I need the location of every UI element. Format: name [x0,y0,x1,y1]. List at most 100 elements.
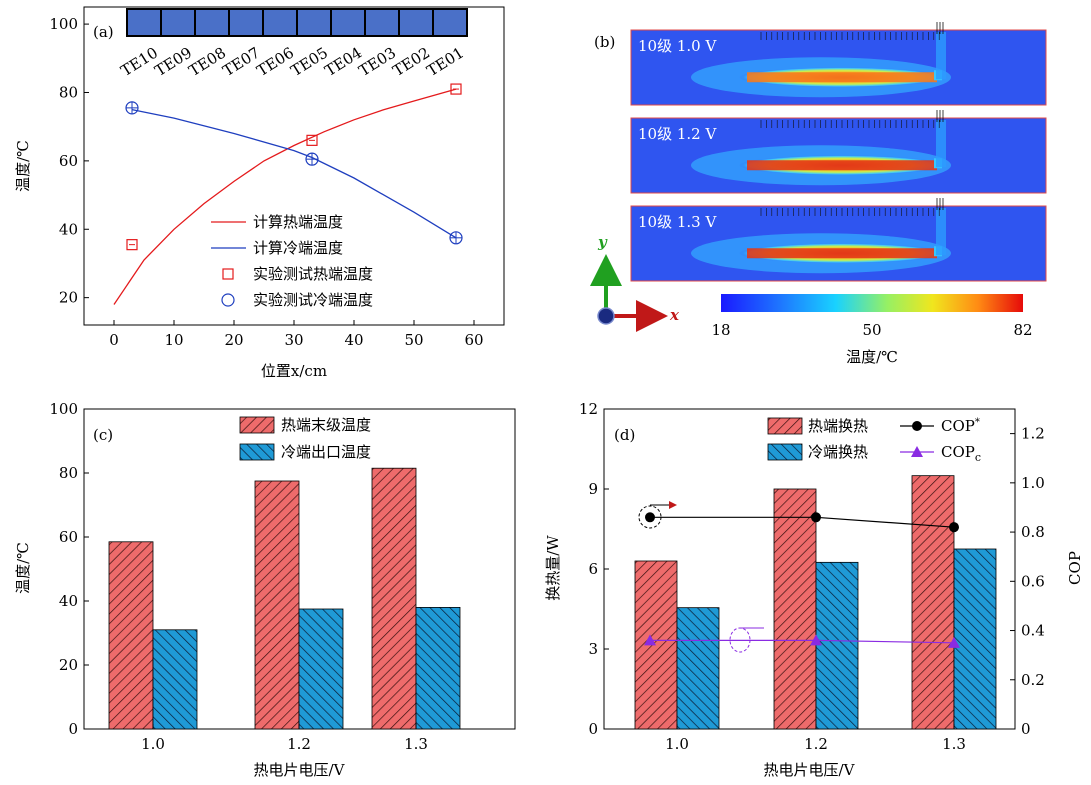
y-axis-letter: y [597,233,608,251]
legend-label: 计算热端温度 [253,213,343,231]
heatmap-row-label: 10级 1.2 V [638,125,717,143]
legend-swatch [239,443,275,461]
panel-b-tag: (b) [594,33,615,51]
panel-d-ylabel-left: 换热量/W [544,535,562,601]
cop-point [811,512,821,523]
legend-label: 计算冷端温度 [253,239,343,257]
heat-core [747,248,937,259]
legend-label: 热端末级温度 [281,416,371,434]
y-right-tick-label: 0.6 [1021,572,1045,590]
legend-swatch [239,416,275,434]
x-tick-label: 1.0 [665,735,689,753]
panel-b-heatmap: (b) 10级 1.0 V 10级 1.2 V 10级 1.3 V y x 18 5… [590,22,1047,366]
data-point-square [450,83,462,95]
sensor-cell [330,8,366,37]
bar [676,607,720,730]
panel-d-xlabel: 热电片电压/V [764,761,856,779]
cop-point [645,512,655,523]
bar [415,607,461,730]
sensor-cell [398,8,434,37]
heatmap-row: 10级 1.3 V [630,198,1047,282]
x-tick-label: 0 [109,331,119,349]
heatmap-row: 10级 1.0 V [630,22,1047,106]
sensor-cell [432,8,468,37]
y-tick-label: 100 [49,15,78,33]
x-tick-label: 1.2 [804,735,828,753]
panel-a-ylabel: 温度/℃ [14,140,32,192]
bar [634,560,678,730]
cop-point [644,634,656,646]
x-tick-label: 1.3 [404,735,428,753]
panel-a-line-chart: (a) TE10TE09TE08TE07TE06TE05TE04TE03TE02… [14,6,505,380]
y-tick-label: 40 [59,592,78,610]
y-tick-label: 20 [59,289,78,307]
legend-label: 实验测试冷端温度 [253,291,373,309]
cop-point [949,522,959,533]
panel-a-tag: (a) [93,23,114,41]
y-tick-label: 80 [59,83,78,101]
y-tick-label: 9 [588,480,598,498]
heatmap-row: 10级 1.2 V [630,110,1047,194]
legend-label: 冷端出口温度 [281,443,371,461]
y-right-tick-label: 0.8 [1021,523,1045,541]
sensor-cell [160,8,196,37]
bar [108,541,154,730]
colorbar-max-label: 82 [1013,321,1032,339]
legend-label: 热端换热 [808,417,868,435]
panel-d-bar-line-chart: (d) 0 3 6 9 12 0 0.2 0.4 0.6 0.8 1.0 1.2 1.0 1.2 1.3 换… [544,400,1084,779]
colorbar-min-label: 18 [711,321,730,339]
legend-label: COPc [941,443,981,464]
y-tick-label: 12 [579,400,598,418]
y-right-tick-label: 1.0 [1021,474,1045,492]
y-tick-label: 0 [68,720,78,738]
x-tick-label: 1.2 [287,735,311,753]
panel-c-bar-chart: (c) 0 20 40 60 80 100 1.0 1.2 1.3 温度/℃ 热电片电压/V 热… [14,400,516,779]
sensor-cell [228,8,264,37]
bar [298,608,344,730]
heat-core [747,160,937,171]
colorbar-title: 温度/℃ [846,348,898,366]
legend-swatch [767,443,803,461]
colorbar-mid-label: 50 [862,321,881,339]
heat-riser [936,208,946,256]
legend-square [222,268,234,280]
bar [371,467,417,730]
panel-c-ylabel: 温度/℃ [14,542,32,594]
y-tick-label: 80 [59,464,78,482]
legend-label: 冷端换热 [808,443,868,461]
bar [773,488,817,730]
x-tick-label: 30 [284,331,303,349]
y-tick-label: 100 [49,400,78,418]
legend-marker [912,421,922,431]
bar [254,480,300,730]
y-right-tick-label: 0.4 [1021,622,1045,640]
x-tick-label: 1.3 [942,735,966,753]
legend-label: COP* [941,417,980,435]
colorbar [721,294,1023,312]
y-right-tick-label: 0 [1021,720,1031,738]
z-axis-dot [597,307,615,325]
panel-d-tag: (d) [614,426,635,444]
bar [911,475,955,730]
sensor-cell [364,8,400,37]
panel-c-tag: (c) [93,426,113,444]
sensor-label: TE01 [424,44,468,80]
cop-point [948,636,960,648]
bar [152,629,198,730]
series-line [131,108,457,239]
legend-label: 实验测试热端温度 [253,265,373,283]
y-tick-label: 20 [59,656,78,674]
x-tick-label: 40 [344,331,363,349]
cop-point [810,634,822,646]
legend-swatch [767,417,803,435]
sensor-cell [126,8,162,37]
legend-circle [221,293,235,307]
data-point-square [126,239,138,251]
y-tick-label: 40 [59,220,78,238]
x-axis-letter: x [669,306,680,324]
series-line [113,88,457,305]
y-tick-label: 60 [59,528,78,546]
y-tick-label: 60 [59,152,78,170]
